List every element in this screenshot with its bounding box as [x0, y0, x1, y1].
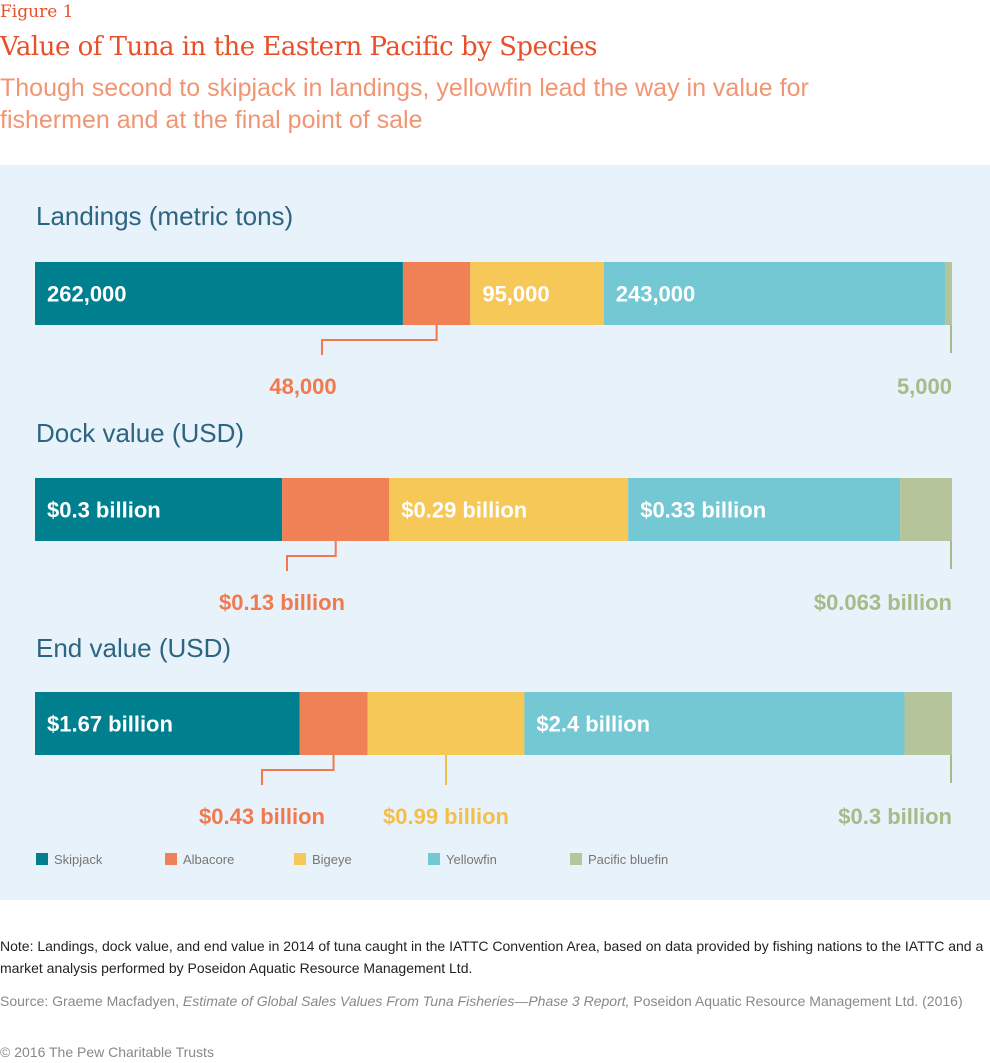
bar-segment-skipjack	[35, 262, 403, 325]
note: Note: Landings, dock value, and end valu…	[0, 938, 984, 976]
leader-line	[321, 325, 438, 355]
legend-label: Pacific bluefin	[588, 852, 668, 867]
data-label: $1.67 billion	[47, 712, 173, 737]
legend-label: Skipjack	[54, 852, 103, 867]
data-label: $0.99 billion	[383, 804, 509, 829]
data-label: $0.43 billion	[199, 804, 325, 829]
bar-segment-bigeye	[470, 262, 604, 325]
source: Source: Graeme Macfadyen, Estimate of Gl…	[0, 990, 990, 1012]
bar-segment-pacific-bluefin	[904, 692, 952, 755]
data-label: 95,000	[482, 282, 549, 307]
data-label: 48,000	[269, 374, 336, 399]
bar-segment-yellowfin	[524, 692, 905, 755]
bar-segment-albacore	[299, 692, 368, 755]
panel-title: Dock value (USD)	[36, 418, 244, 448]
data-label: 243,000	[616, 282, 696, 307]
stacked-bar-chart: Landings (metric tons) 262,000 48,000 95,00…	[35, 201, 952, 867]
bar-segment-pacific-bluefin	[944, 262, 952, 325]
chart-subtitle: Though second to skipjack in landings, y…	[0, 74, 809, 134]
data-label: $0.33 billion	[640, 498, 766, 523]
data-label: $2.4 billion	[536, 712, 650, 737]
source-title: Estimate of Global Sales Values From Tun…	[182, 993, 630, 1009]
leader-line	[261, 755, 335, 785]
copyright: © 2016 The Pew Charitable Trusts	[0, 1044, 214, 1060]
source-suffix: Poseidon Aquatic Resource Management Ltd…	[629, 993, 963, 1009]
bar-segment-albacore	[402, 262, 471, 325]
bar-segment-yellowfin	[628, 478, 901, 541]
data-label: 262,000	[47, 282, 127, 307]
legend-swatch	[36, 853, 48, 865]
legend-swatch	[428, 853, 440, 865]
legend-label: Bigeye	[312, 852, 352, 867]
bar-segment-skipjack	[35, 692, 300, 755]
panel-title: End value (USD)	[36, 633, 231, 663]
data-label: $0.063 billion	[814, 590, 952, 615]
legend-label: Albacore	[183, 852, 234, 867]
bar-segment-skipjack	[35, 478, 283, 541]
legend-swatch	[570, 853, 582, 865]
bar-segment-yellowfin	[603, 262, 945, 325]
data-label: $0.29 billion	[401, 498, 527, 523]
source-prefix: Source: Graeme Macfadyen,	[0, 993, 183, 1009]
data-label: 5,000	[897, 374, 952, 399]
data-label: $0.3 billion	[838, 804, 952, 829]
figure-label: Figure 1	[0, 2, 74, 22]
panel-title: Landings (metric tons)	[36, 201, 293, 231]
chart-title: Value of Tuna in the Eastern Pacific by …	[0, 32, 598, 62]
chart-panel: Landings (metric tons) 262,000 48,000 95,00…	[0, 165, 990, 900]
bar-segment-bigeye	[367, 692, 525, 755]
leader-line	[286, 541, 337, 571]
legend-label: Yellowfin	[446, 852, 497, 867]
legend-swatch	[294, 853, 306, 865]
data-label: $0.3 billion	[47, 498, 161, 523]
bar-segment-bigeye	[389, 478, 629, 541]
bar-segment-pacific-bluefin	[900, 478, 952, 541]
data-label: $0.13 billion	[219, 590, 345, 615]
legend-swatch	[165, 853, 177, 865]
bar-segment-albacore	[282, 478, 390, 541]
